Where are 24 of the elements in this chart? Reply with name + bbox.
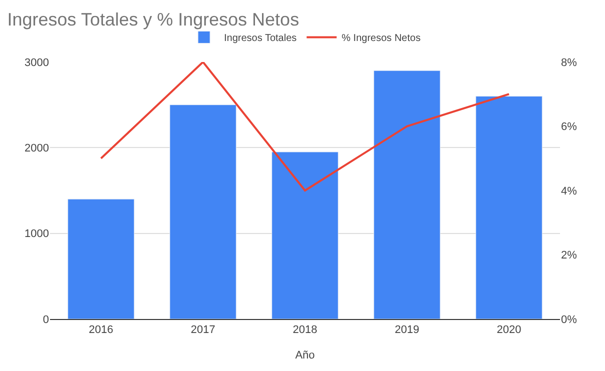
y-tick-label: 1000 (24, 228, 49, 240)
y2-tick-label: 6% (561, 121, 578, 134)
line-series (100, 62, 510, 192)
bar (68, 198, 134, 319)
x-axis-title: Año (295, 349, 315, 362)
y2-tick-label: 0% (561, 314, 578, 326)
y-tick-label: 3000 (24, 56, 49, 69)
bar (476, 96, 542, 319)
bar (272, 152, 338, 319)
x-tick-label: 2016 (88, 324, 114, 336)
y2-tick-label: 2% (561, 250, 578, 262)
bar (170, 104, 236, 319)
x-tick-label: 2017 (190, 324, 216, 336)
x-tick-label: 2020 (496, 324, 522, 336)
x-tick-label: 2018 (292, 324, 318, 336)
x-tick-label: 2019 (394, 324, 420, 336)
y2-tick-label: 8% (561, 56, 578, 69)
bar (374, 70, 440, 319)
y-tick-label: 0 (42, 314, 49, 326)
chart-title: Ingresos Totales y % Ingresos Netos (7, 10, 300, 30)
legend-label: Ingresos Totales (224, 33, 297, 44)
legend-label: % Ingresos Netos (342, 33, 421, 44)
y-tick-label: 2000 (24, 142, 49, 155)
y2-tick-label: 4% (561, 185, 578, 198)
